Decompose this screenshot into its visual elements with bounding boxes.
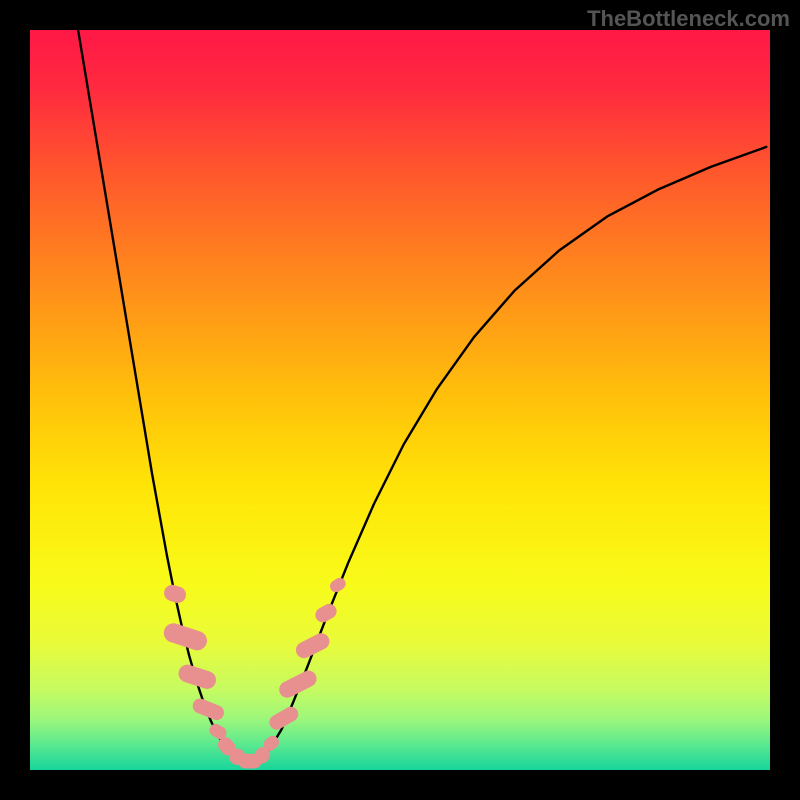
plot-area (30, 30, 770, 770)
chart-frame: TheBottleneck.com (0, 0, 800, 800)
chart-svg (30, 30, 770, 770)
watermark-text: TheBottleneck.com (587, 6, 790, 32)
gradient-background (30, 30, 770, 770)
